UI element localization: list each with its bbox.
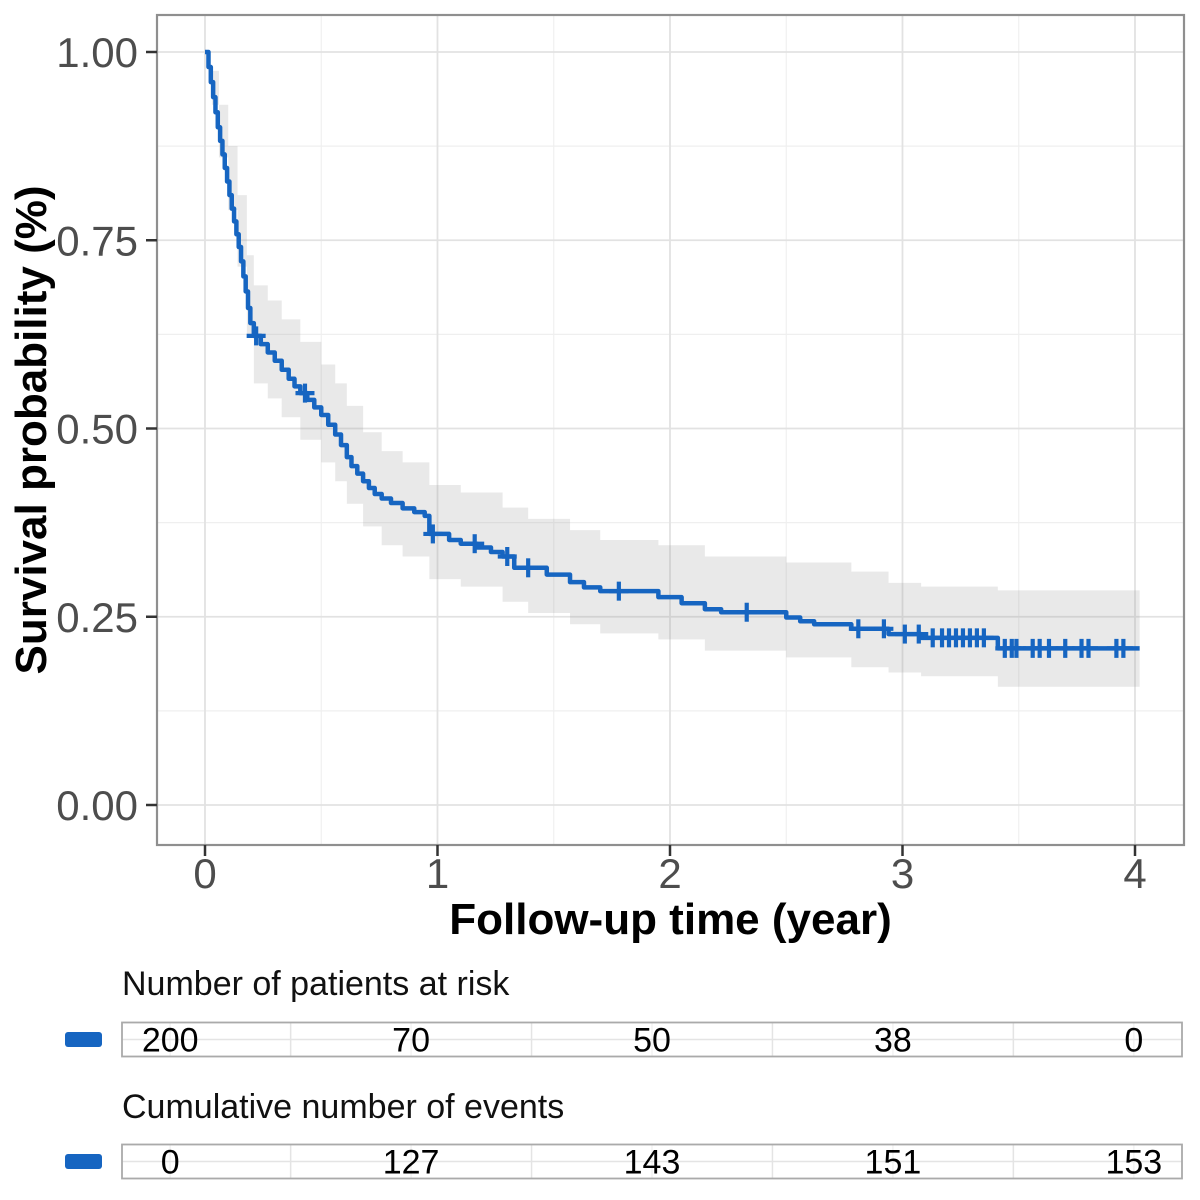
y-tick-label: 0.00 <box>56 782 138 829</box>
events-table-title: Cumulative number of events <box>122 1088 565 1126</box>
stratum-legend-dash <box>65 1154 102 1169</box>
table-value: 127 <box>383 1144 440 1182</box>
table-value: 38 <box>874 1022 912 1060</box>
y-tick-label: 0.75 <box>56 217 138 264</box>
risk-table: 200 70 50 38 0 <box>65 1021 1183 1060</box>
table-value: 0 <box>161 1144 180 1182</box>
table-value: 153 <box>1105 1144 1162 1182</box>
table-value: 151 <box>865 1144 922 1182</box>
x-tick-label: 1 <box>426 850 449 897</box>
x-tick-label: 2 <box>658 850 681 897</box>
y-tick-label: 0.25 <box>56 594 138 641</box>
events-table: 0 127 143 151 153 <box>65 1143 1183 1182</box>
stratum-legend-dash <box>65 1032 102 1047</box>
censor-marks <box>246 326 1133 658</box>
axis-tick-labels: 0.00 0.25 0.50 0.75 1.00 0 1 2 3 4 <box>56 29 1146 897</box>
confidence-band <box>205 52 1140 687</box>
table-value: 50 <box>633 1022 671 1060</box>
survival-step-line <box>205 49 1140 651</box>
x-tick-label: 4 <box>1123 850 1146 897</box>
axis-tick-marks <box>146 50 1137 856</box>
grid-lines <box>157 15 1184 845</box>
y-axis-title: Survival probability (%) <box>7 186 56 675</box>
table-value: 70 <box>392 1022 430 1060</box>
table-value: 0 <box>1124 1022 1143 1060</box>
table-border <box>121 1143 1183 1180</box>
table-value: 143 <box>624 1144 681 1182</box>
risk-table-title: Number of patients at risk <box>122 965 510 1003</box>
x-axis-title: Follow-up time (year) <box>449 895 891 944</box>
table-value: 200 <box>142 1022 199 1060</box>
y-tick-label: 0.50 <box>56 406 138 453</box>
x-tick-label: 0 <box>193 850 216 897</box>
y-tick-label: 1.00 <box>56 29 138 76</box>
x-tick-label: 3 <box>891 850 914 897</box>
table-border <box>121 1021 1183 1058</box>
survival-curve-chart: 0.00 0.25 0.50 0.75 1.00 0 1 2 3 4 Follow-up time … <box>7 13 1186 944</box>
